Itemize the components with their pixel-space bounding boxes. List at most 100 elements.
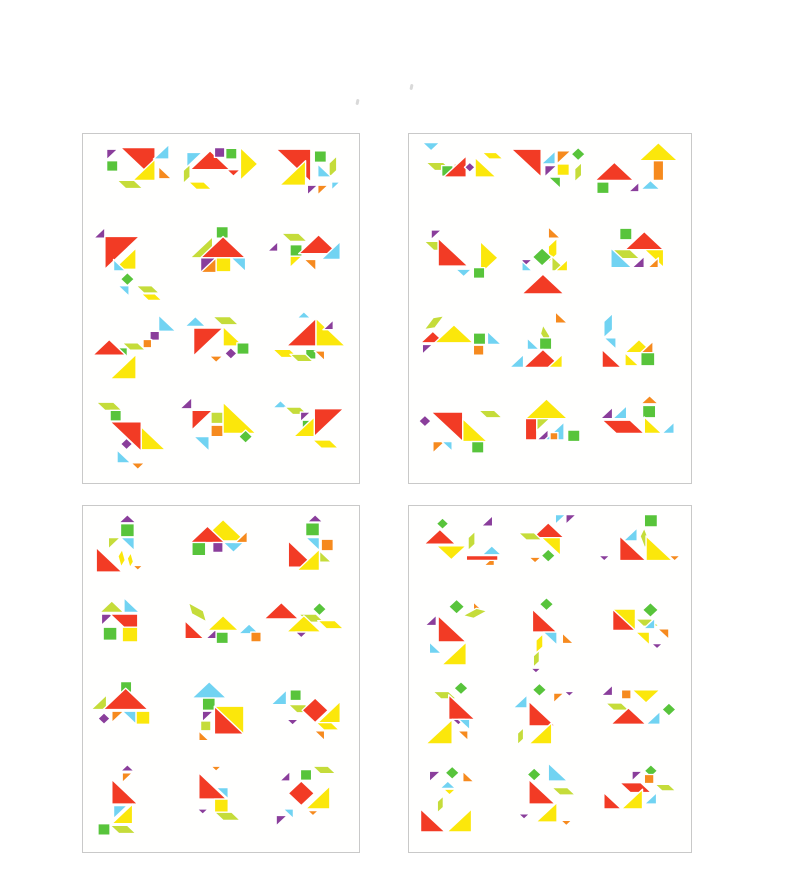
tangram-piece (317, 184, 330, 196)
tangram-piece (453, 680, 470, 696)
tangram-piece (644, 710, 661, 725)
tangram-piece (102, 626, 118, 642)
tangram-piece (192, 435, 210, 452)
figure-cell (264, 393, 351, 477)
tangram-piece (521, 273, 565, 295)
tangram-piece (315, 317, 347, 347)
tangram-piece (121, 772, 134, 784)
tangram-piece (639, 179, 661, 191)
tangram-piece (222, 401, 257, 434)
tangram-piece (565, 513, 578, 525)
tangram-figure-platypus (270, 688, 342, 742)
tangram-piece (287, 780, 316, 807)
tangram-piece (131, 158, 156, 182)
tangram-piece (312, 439, 340, 449)
tangram-piece (105, 148, 119, 161)
tangram-piece (609, 247, 633, 269)
tangram-piece (280, 232, 309, 243)
tangram-piece (600, 348, 622, 368)
tangram-piece (540, 536, 562, 557)
tangram-figure-fish-2 (178, 396, 257, 452)
tangram-piece (547, 176, 562, 190)
tangram-piece (563, 690, 576, 697)
tangram-piece (660, 421, 675, 434)
tangram-piece (100, 613, 115, 627)
tangram-piece (544, 165, 558, 178)
tangram-figure-dancer-3 (425, 680, 477, 745)
tangram-piece (109, 824, 137, 835)
tangram-piece (130, 462, 146, 470)
tangram-piece (183, 620, 205, 640)
tangram-piece (481, 544, 503, 556)
tangram-piece (192, 327, 224, 357)
tangram-piece (312, 765, 337, 775)
tangram-piece (428, 641, 443, 655)
tangram-piece (620, 788, 643, 810)
tangram-piece (303, 259, 318, 272)
figure-cell (264, 679, 351, 763)
tangram-piece (430, 411, 464, 443)
figure-cell (178, 309, 265, 393)
tangram-piece (465, 554, 499, 561)
tangram-figure-fox (510, 147, 586, 190)
tangram-piece (536, 417, 551, 432)
tangram-piece (119, 522, 136, 538)
tangram-piece (538, 597, 555, 612)
tangram-piece (424, 614, 438, 627)
tangram-piece (213, 147, 226, 159)
tangram-piece (182, 163, 191, 185)
tangram-piece (239, 147, 259, 182)
tangram-piece (517, 813, 531, 821)
puzzle-sheet-3 (82, 505, 360, 853)
figure-cell (264, 309, 351, 393)
tangram-piece (237, 429, 253, 444)
tangram-piece (272, 399, 290, 409)
figure-cell (417, 309, 506, 393)
tangram-piece (306, 810, 320, 817)
tangram-piece (289, 688, 303, 701)
tangram-piece (313, 150, 328, 164)
tangram-piece (105, 160, 119, 173)
tangram-piece (109, 409, 123, 422)
tangram-piece (425, 718, 454, 745)
tangram-piece (531, 608, 558, 633)
tangram-figure-seesaw-person (423, 514, 503, 566)
figure-cell (594, 309, 683, 393)
tangram-piece (140, 426, 167, 451)
tangram-piece (551, 787, 577, 796)
tangram-figure-kennel (524, 398, 581, 443)
tangram-figure-jumper (517, 513, 578, 564)
tangram-figure-floating-bird (600, 684, 677, 725)
figure-cell (506, 512, 595, 596)
tangram-piece (547, 226, 562, 240)
figure-cell (91, 512, 178, 596)
figure-cell (417, 679, 506, 763)
tangram-figure-house-2 (609, 227, 665, 269)
figure-cell (178, 224, 265, 308)
tangram-piece (201, 697, 216, 711)
tangram-piece (189, 525, 226, 543)
tangram-piece (634, 631, 650, 647)
figure-cell (506, 596, 595, 680)
tangram-piece (235, 341, 250, 355)
tangram-piece (538, 336, 553, 350)
tangram-piece (301, 697, 330, 724)
tangram-piece (609, 706, 647, 725)
tangram-piece (597, 554, 611, 562)
tangram-piece (116, 179, 144, 190)
tangram-piece (315, 721, 341, 731)
tangram-piece (643, 416, 663, 434)
tangram-piece (611, 608, 636, 632)
figure-cell (91, 679, 178, 763)
tangram-figure-pecking-bird (275, 765, 337, 828)
tangram-figure-whale (267, 232, 342, 272)
figure-cell (594, 393, 683, 477)
tangram-piece (554, 259, 569, 272)
figure-cell (264, 224, 351, 308)
tangram-piece (642, 617, 656, 630)
tangram-piece (313, 729, 326, 742)
tangram-piece (559, 819, 573, 827)
figure-cell (594, 763, 683, 847)
tangram-piece (102, 687, 149, 710)
tangram-piece (536, 428, 549, 441)
